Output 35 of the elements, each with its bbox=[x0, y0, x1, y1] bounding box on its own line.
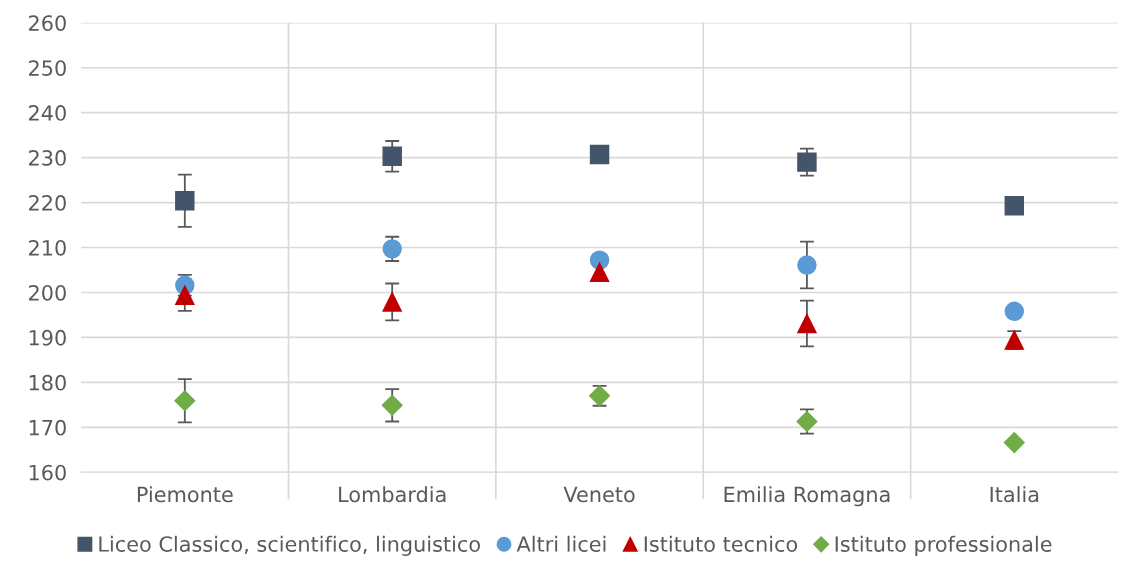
point bbox=[175, 285, 195, 305]
legend-label: Liceo Classico, scientifico, linguistico bbox=[99, 535, 480, 556]
legend-label: Istituto tecnico bbox=[644, 535, 798, 552]
x-tick-label: Emilia Romagna bbox=[724, 486, 890, 507]
point bbox=[1003, 432, 1025, 454]
x-tick-label: Piemonte bbox=[137, 486, 233, 503]
point bbox=[797, 255, 817, 275]
y-tick-label: 260 bbox=[29, 15, 66, 31]
legend-label: Altri licei bbox=[516, 535, 606, 552]
x-tick-label: Lombardia bbox=[339, 486, 446, 503]
legend-label: Istituto professionale bbox=[835, 535, 1052, 556]
x-tick-label: Italia bbox=[990, 486, 1039, 503]
point bbox=[382, 239, 402, 259]
point bbox=[1004, 301, 1025, 322]
point bbox=[1004, 195, 1025, 216]
y-tick-label: 170 bbox=[29, 419, 66, 436]
point bbox=[174, 390, 196, 412]
y-tick-label: 250 bbox=[29, 60, 66, 76]
y-tick-label: 240 bbox=[29, 105, 66, 121]
y-tick-label: 160 bbox=[29, 464, 66, 481]
x-tick-label: Veneto bbox=[563, 486, 635, 503]
point bbox=[589, 144, 610, 165]
point bbox=[382, 292, 402, 312]
y-tick-label: 230 bbox=[29, 150, 66, 166]
y-tick-label: 220 bbox=[29, 195, 66, 211]
y-tick-label: 200 bbox=[29, 284, 66, 301]
y-tick-label: 180 bbox=[29, 374, 66, 391]
point bbox=[797, 313, 817, 334]
y-tick-label: 190 bbox=[29, 329, 66, 346]
point bbox=[175, 191, 195, 211]
point bbox=[589, 262, 610, 282]
y-tick-label: 210 bbox=[29, 239, 66, 256]
point bbox=[797, 152, 817, 172]
point bbox=[381, 394, 403, 416]
point bbox=[382, 146, 402, 166]
